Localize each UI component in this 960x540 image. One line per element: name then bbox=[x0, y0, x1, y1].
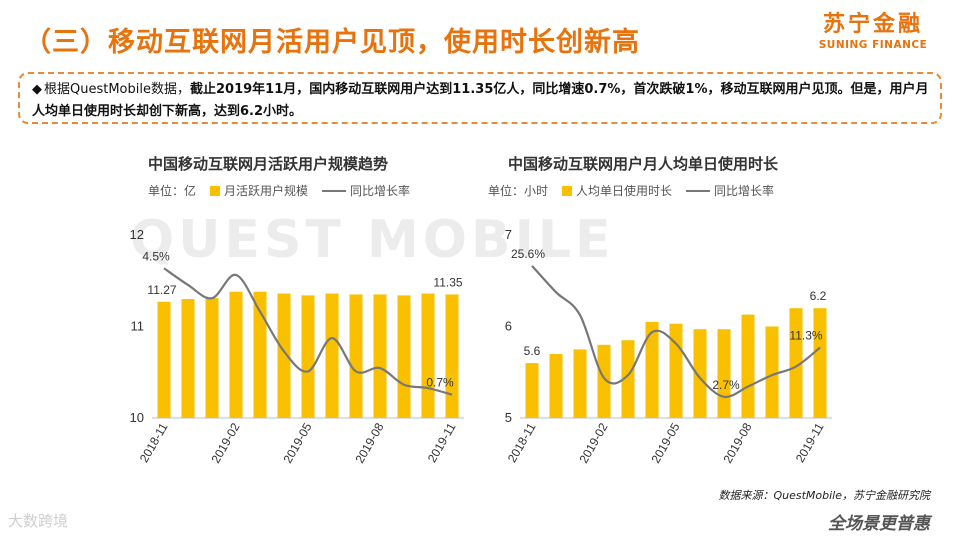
chart2-legend-bar-label: 人均单日使用时长 bbox=[576, 184, 673, 198]
chart1-x-tick-label: 2019-02 bbox=[208, 420, 242, 465]
chart2-bar bbox=[597, 344, 611, 418]
chart1-legend-bar-swatch bbox=[210, 185, 221, 196]
chart1-data-label: 4.5% bbox=[142, 249, 170, 263]
chart2-y-tick-label: 6 bbox=[505, 319, 512, 334]
chart1-x-tick-label: 2019-11 bbox=[425, 420, 459, 465]
chart2-y-tick-label: 7 bbox=[505, 227, 512, 242]
logo-english: SUNING FINANCE bbox=[818, 39, 928, 51]
chart1-bar bbox=[253, 291, 267, 418]
chart2-y-tick-label: 5 bbox=[505, 410, 512, 425]
chart1-legend-line-label: 同比增长率 bbox=[350, 184, 411, 198]
chart1-title: 中国移动互联网月活跃用户规模趋势 bbox=[148, 155, 389, 173]
chart2-growth-line bbox=[531, 265, 821, 399]
data-source-note: 数据来源：QuestMobile，苏宁金融研究院 bbox=[718, 489, 930, 502]
chart1-plot: 10 11 12 2018-11 2019-02 2019-05 2019-08 2019-1… bbox=[130, 227, 464, 466]
chart2-data-label: 5.6 bbox=[524, 344, 541, 358]
footer-slogan: 全场景更普惠 bbox=[828, 514, 930, 534]
chart2-x-tick-label: 2019-08 bbox=[720, 420, 754, 465]
chart1-bar bbox=[157, 301, 171, 418]
chart1-bar bbox=[301, 295, 315, 418]
chart2-bar bbox=[573, 349, 587, 418]
summary-box: ◆ 根据QuestMobile数据，截止2019年11月，国内移动互联网用户达到1… bbox=[18, 72, 942, 124]
chart1-y-tick-label: 11 bbox=[131, 319, 145, 334]
suning-finance-logo: 苏宁金融 SUNING FINANCE bbox=[808, 12, 938, 58]
chart2-bar bbox=[741, 314, 755, 418]
chart1-x-tick-label: 2018-11 bbox=[137, 420, 171, 465]
chart2-x-tick-label: 2019-11 bbox=[793, 420, 827, 465]
chart1-unit-label: 单位：亿 bbox=[148, 184, 197, 198]
chart2-legend: 单位：小时 人均单日使用时长 同比增长率 bbox=[488, 182, 774, 199]
chart1-legend-bar-label: 月活跃用户规模 bbox=[224, 184, 309, 198]
chart2-bar bbox=[789, 308, 803, 418]
chart1-y-tick-label: 10 bbox=[130, 410, 144, 425]
chart1-bar bbox=[421, 293, 435, 418]
chart2-x-tick-label: 2019-02 bbox=[576, 420, 610, 465]
bullet-diamond-icon: ◆ bbox=[32, 82, 42, 97]
chart2-data-label: 6.2 bbox=[810, 289, 827, 303]
chart1-bar bbox=[325, 293, 339, 418]
chart2-bar bbox=[525, 363, 539, 418]
chart2-legend-line-swatch bbox=[686, 189, 711, 192]
chart1-bar bbox=[445, 294, 459, 418]
chart2-x-tick-label: 2019-05 bbox=[648, 420, 682, 465]
logo-chinese: 苏宁金融 bbox=[822, 12, 923, 37]
chart2-bar bbox=[549, 353, 563, 418]
chart2-bar bbox=[813, 308, 827, 418]
chart1-bar bbox=[349, 294, 363, 418]
chart2-unit-label: 单位：小时 bbox=[488, 184, 549, 198]
summary-intro: 根据QuestMobile数据， bbox=[44, 82, 190, 97]
chart2-data-label: 2.7% bbox=[712, 378, 740, 392]
chart2-bar bbox=[645, 321, 659, 418]
chart1-data-label: 11.27 bbox=[147, 283, 176, 297]
chart2-title: 中国移动互联网用户月人均单日使用时长 bbox=[508, 155, 779, 173]
chart1-x-tick-label: 2019-05 bbox=[280, 420, 314, 465]
summary-highlight: 截止2019年11月，国内移动互联网用户达到11.35亿人，同比增速0.7%，首… bbox=[32, 82, 929, 119]
chart2-bar bbox=[693, 329, 707, 418]
chart1-bar bbox=[229, 291, 243, 418]
page-title: （三）移动互联网月活用户见顶，使用时长创新高 bbox=[24, 27, 640, 58]
chart2-bar bbox=[717, 329, 731, 418]
chart1-bar bbox=[205, 298, 219, 418]
chart2-plot: 5 6 7 2018-11 2019-02 2019-05 2019-08 2019-11 25… bbox=[505, 227, 832, 466]
chart2-x-tick-label: 2018-11 bbox=[505, 420, 539, 465]
chart1-x-tick-label: 2019-08 bbox=[352, 420, 386, 465]
chart1-bar bbox=[277, 293, 291, 418]
chart1-y-tick-label: 12 bbox=[130, 227, 144, 242]
questmobile-watermark: QUEST MOBILE bbox=[130, 210, 615, 270]
chart1-legend-line-swatch bbox=[322, 189, 347, 192]
chart1-bar bbox=[373, 294, 387, 418]
chart1-bar bbox=[397, 295, 411, 418]
chart2-data-label: 11.3% bbox=[789, 329, 822, 343]
chart2-legend-bar-swatch bbox=[562, 185, 573, 196]
chart1-bar bbox=[181, 299, 195, 418]
chart1-data-label: 0.7% bbox=[426, 376, 454, 390]
chart1-data-label: 11.35 bbox=[433, 275, 462, 289]
chart2-bar bbox=[765, 326, 779, 418]
chart2-data-label: 25.6% bbox=[511, 247, 545, 261]
chart1-legend: 单位：亿 月活跃用户规模 同比增长率 bbox=[148, 182, 410, 199]
footer-watermark: 大数跨境 bbox=[8, 512, 69, 530]
chart1-growth-line bbox=[163, 267, 453, 396]
chart2-legend-line-label: 同比增长率 bbox=[714, 184, 775, 198]
chart2-bar bbox=[621, 340, 635, 418]
